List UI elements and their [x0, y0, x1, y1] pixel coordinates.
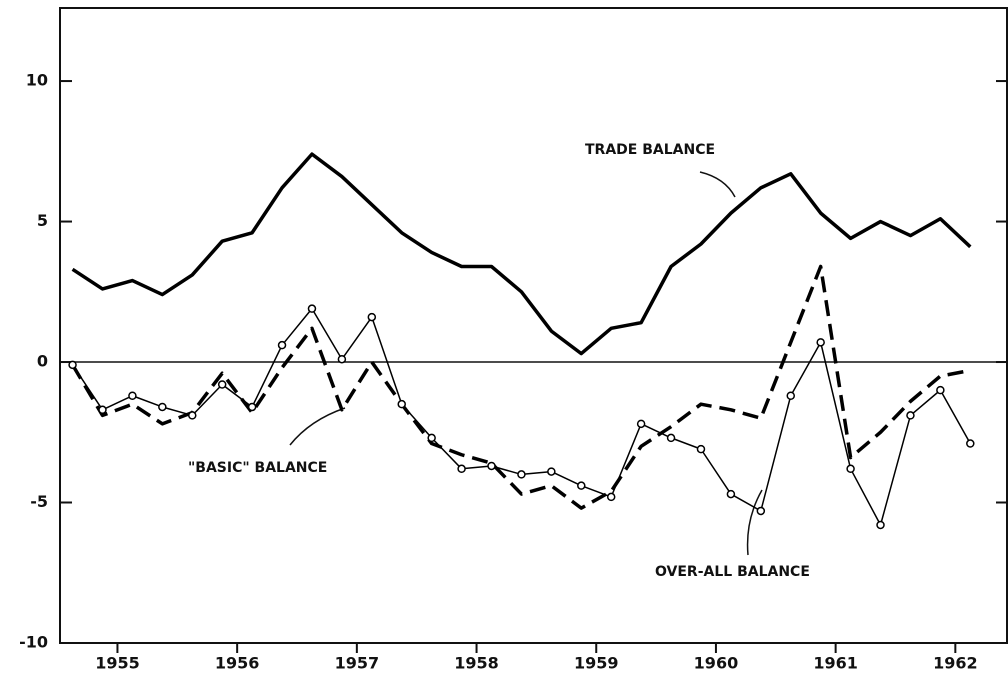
x-tick-label: 1957: [335, 654, 380, 673]
point: [636, 419, 646, 429]
point: [188, 411, 197, 420]
y-tick-label: 5: [37, 211, 48, 230]
series-line: [71, 264, 971, 510]
point: [936, 385, 945, 395]
point: [966, 439, 975, 448]
point: [367, 312, 377, 322]
point: [307, 304, 317, 313]
y-tick-label: -5: [30, 492, 48, 511]
y-tick-label: 0: [37, 352, 48, 371]
point: [517, 470, 526, 479]
point: [337, 354, 347, 364]
point: [606, 492, 616, 502]
x-tick-label: 1960: [694, 654, 739, 673]
point: [128, 391, 137, 400]
point: [906, 411, 915, 420]
y-tick-label: -10: [19, 633, 48, 652]
point: [696, 444, 706, 454]
x-tick-label: 1955: [95, 654, 140, 673]
point: [666, 433, 676, 443]
x-tick-label: 1962: [933, 654, 978, 673]
point: [487, 461, 496, 471]
point: [816, 338, 825, 347]
point: [876, 520, 885, 530]
point: [68, 360, 77, 370]
series-label: OVER-ALL BALANCE: [655, 564, 810, 580]
point: [726, 489, 736, 499]
point: [577, 481, 586, 490]
leader-line: [746, 489, 763, 556]
leader-line: [699, 171, 736, 198]
series-line: [71, 152, 972, 356]
y-tick-label: 10: [26, 71, 48, 90]
x-tick-label: 1956: [215, 654, 260, 673]
series-label: TRADE BALANCE: [585, 142, 715, 158]
point: [397, 399, 406, 409]
point: [457, 464, 466, 474]
point: [547, 467, 556, 476]
point: [158, 402, 167, 412]
point: [427, 433, 436, 443]
series-label: "BASIC" BALANCE: [188, 460, 327, 476]
point: [217, 380, 227, 389]
point: [247, 402, 257, 412]
point: [98, 405, 107, 415]
point: [786, 391, 795, 400]
plot-frame: [59, 7, 1008, 644]
x-tick-label: 1961: [813, 654, 858, 673]
point: [277, 340, 287, 350]
point: [846, 464, 855, 474]
leader-line: [289, 407, 346, 446]
x-tick-label: 1958: [454, 654, 499, 673]
x-tick-label: 1959: [574, 654, 619, 673]
point: [756, 506, 766, 516]
